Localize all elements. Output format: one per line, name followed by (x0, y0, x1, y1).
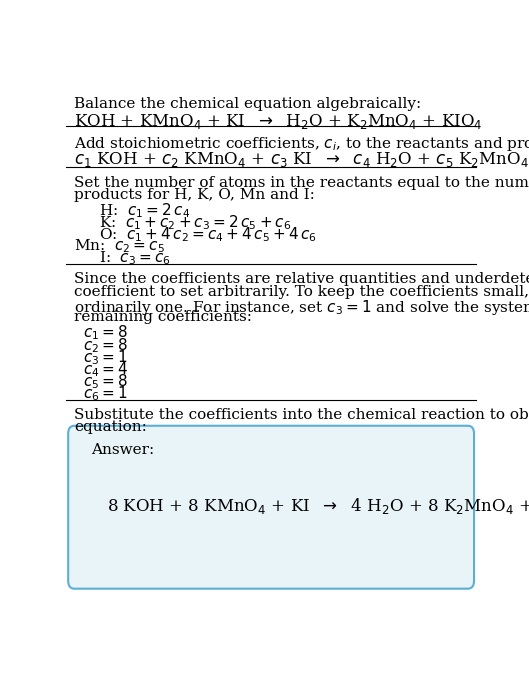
Text: ordinarily one. For instance, set $c_3 = 1$ and solve the system of equations fo: ordinarily one. For instance, set $c_3 =… (74, 297, 529, 317)
Text: $c_1 = 8$: $c_1 = 8$ (83, 324, 127, 342)
Text: K:  $c_1 + c_2 + c_3 = 2\,c_5 + c_6$: K: $c_1 + c_2 + c_3 = 2\,c_5 + c_6$ (99, 213, 291, 232)
Text: coefficient to set arbitrarily. To keep the coefficients small, the arbitrary va: coefficient to set arbitrarily. To keep … (74, 285, 529, 299)
Text: $c_3 = 1$: $c_3 = 1$ (83, 348, 127, 367)
Text: equation:: equation: (74, 420, 147, 434)
Text: Mn:  $c_2 = c_5$: Mn: $c_2 = c_5$ (74, 238, 165, 255)
Text: Add stoichiometric coefficients, $c_i$, to the reactants and products:: Add stoichiometric coefficients, $c_i$, … (74, 135, 529, 153)
Text: 8 KOH + 8 KMnO$_4$ + KI  $\rightarrow$  4 H$_2$O + 8 K$_2$MnO$_4$ + KIO$_4$: 8 KOH + 8 KMnO$_4$ + KI $\rightarrow$ 4 … (107, 496, 529, 516)
Text: I:  $c_3 = c_6$: I: $c_3 = c_6$ (99, 249, 171, 267)
Text: $c_2 = 8$: $c_2 = 8$ (83, 336, 127, 354)
Text: remaining coefficients:: remaining coefficients: (74, 311, 252, 324)
Text: $c_6 = 1$: $c_6 = 1$ (83, 385, 127, 403)
Text: Set the number of atoms in the reactants equal to the number of atoms in the: Set the number of atoms in the reactants… (74, 176, 529, 190)
Text: Substitute the coefficients into the chemical reaction to obtain the balanced: Substitute the coefficients into the che… (74, 408, 529, 422)
Text: O:  $c_1 + 4\,c_2 = c_4 + 4\,c_5 + 4\,c_6$: O: $c_1 + 4\,c_2 = c_4 + 4\,c_5 + 4\,c_6… (99, 225, 317, 244)
Text: products for H, K, O, Mn and I:: products for H, K, O, Mn and I: (74, 188, 315, 202)
Text: Balance the chemical equation algebraically:: Balance the chemical equation algebraica… (74, 98, 422, 111)
FancyBboxPatch shape (68, 426, 474, 589)
Text: $c_4 = 4$: $c_4 = 4$ (83, 360, 127, 379)
Text: Since the coefficients are relative quantities and underdetermined, choose a: Since the coefficients are relative quan… (74, 272, 529, 286)
Text: Answer:: Answer: (91, 443, 154, 458)
Text: H:  $c_1 = 2\,c_4$: H: $c_1 = 2\,c_4$ (99, 201, 190, 220)
Text: KOH + KMnO$_4$ + KI  $\rightarrow$  H$_2$O + K$_2$MnO$_4$ + KIO$_4$: KOH + KMnO$_4$ + KI $\rightarrow$ H$_2$O… (74, 111, 483, 131)
Text: $c_1$ KOH + $c_2$ KMnO$_4$ + $c_3$ KI  $\rightarrow$  $c_4$ H$_2$O + $c_5$ K$_2$: $c_1$ KOH + $c_2$ KMnO$_4$ + $c_3$ KI $\… (74, 150, 529, 168)
Text: $c_5 = 8$: $c_5 = 8$ (83, 372, 127, 391)
